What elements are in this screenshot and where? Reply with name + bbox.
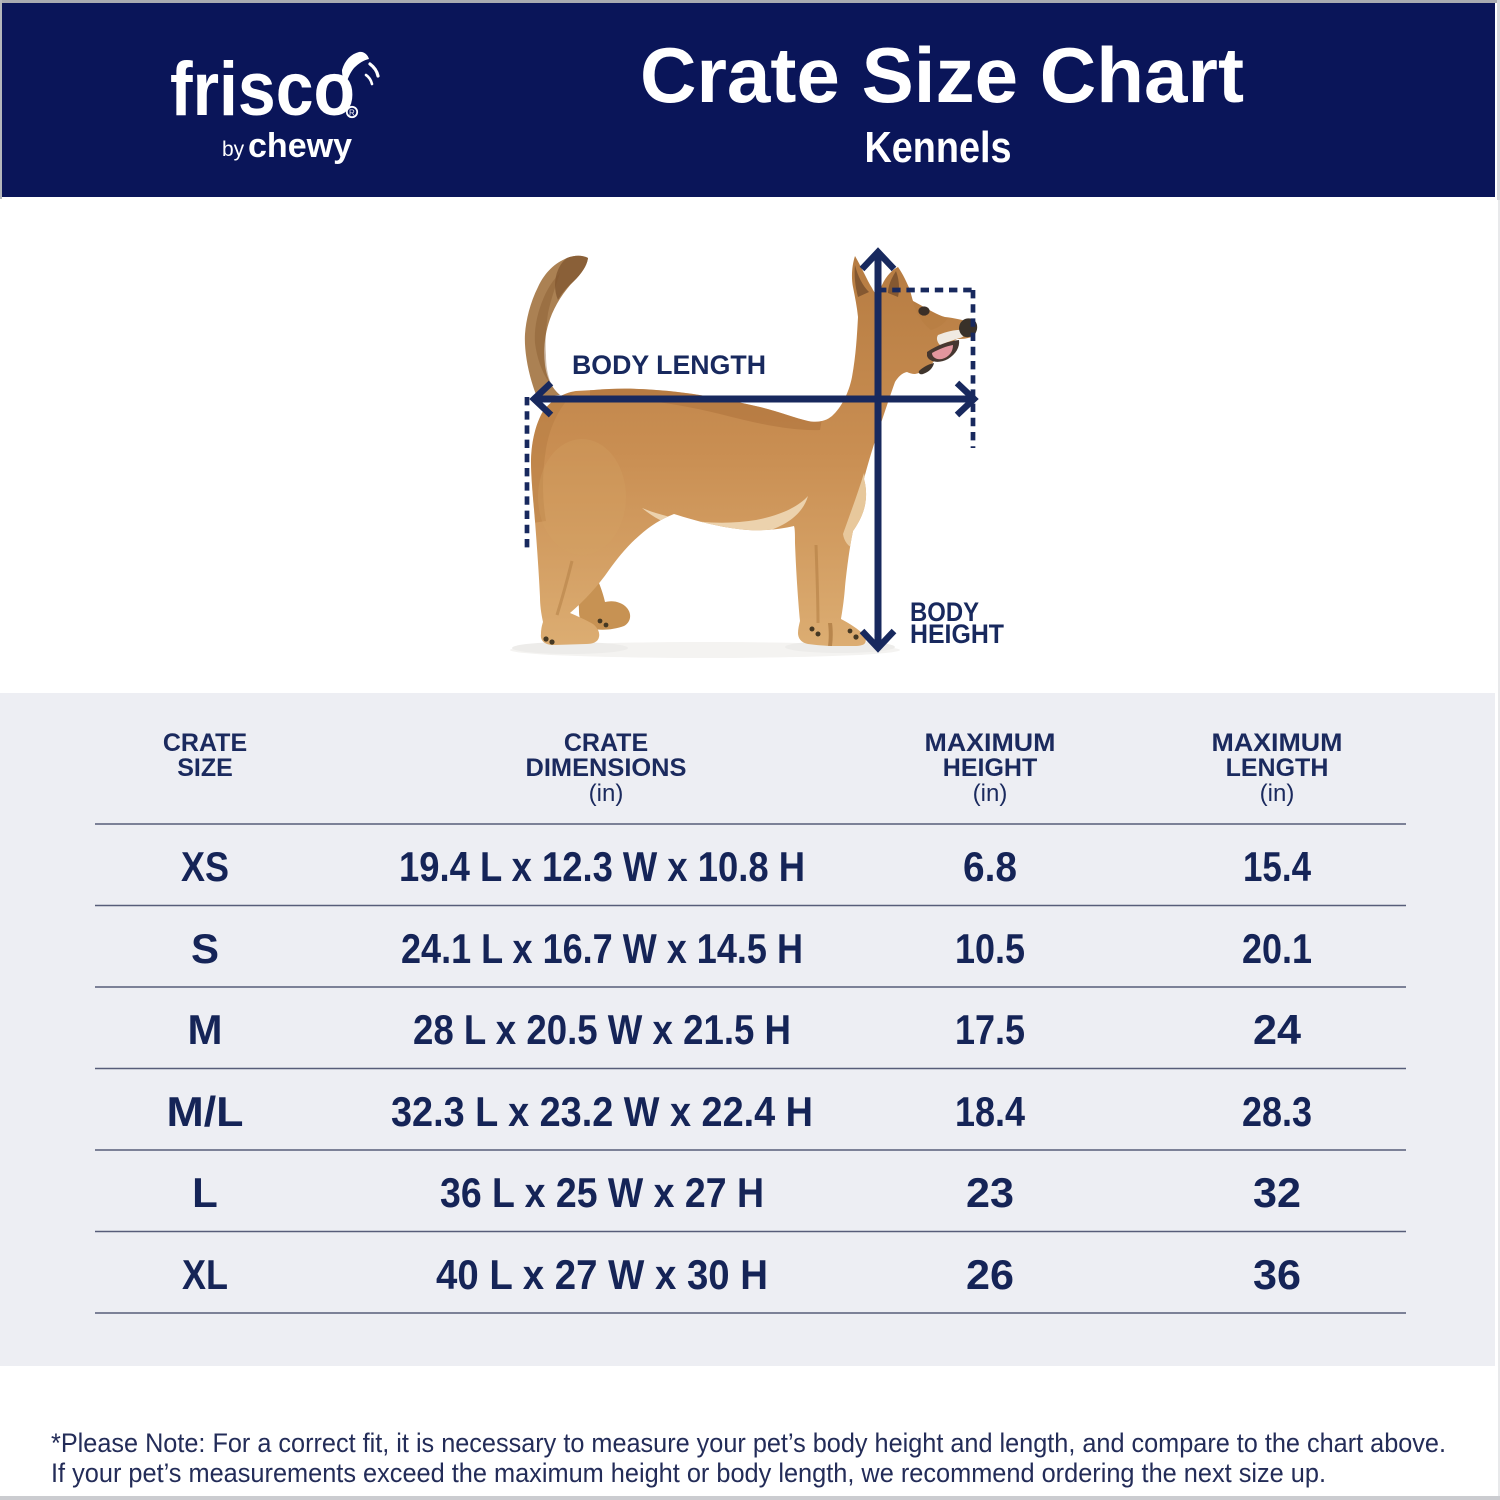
svg-text:HEIGHT: HEIGHT <box>943 754 1037 782</box>
svg-text:MAXIMUM: MAXIMUM <box>925 729 1056 757</box>
svg-text:by: by <box>222 138 245 161</box>
svg-text:SIZE: SIZE <box>177 754 233 782</box>
svg-text:chewy: chewy <box>248 127 352 165</box>
svg-text:24.1 L x 16.7 W x 14.5 H: 24.1 L x 16.7 W x 14.5 H <box>401 925 803 972</box>
svg-text:DIMENSIONS: DIMENSIONS <box>526 754 687 782</box>
svg-text:17.5: 17.5 <box>955 1006 1025 1053</box>
svg-text:26: 26 <box>966 1251 1014 1298</box>
svg-text:HEIGHT: HEIGHT <box>910 619 1004 649</box>
svg-text:BODY: BODY <box>910 597 979 627</box>
svg-text:32: 32 <box>1253 1169 1301 1216</box>
svg-text:36 L x 25 W x 27 H: 36 L x 25 W x 27 H <box>440 1169 764 1216</box>
svg-text:40 L x 27 W x 30 H: 40 L x 27 W x 30 H <box>436 1251 768 1298</box>
svg-text:L: L <box>192 1169 218 1216</box>
svg-text:28 L x 20.5 W x 21.5 H: 28 L x 20.5 W x 21.5 H <box>413 1006 791 1053</box>
svg-text:32.3 L x 23.2 W x 22.4 H: 32.3 L x 23.2 W x 22.4 H <box>391 1088 813 1135</box>
svg-text:19.4 L x 12.3 W x 10.8 H: 19.4 L x 12.3 W x 10.8 H <box>399 843 805 890</box>
svg-text:(in): (in) <box>589 780 624 807</box>
svg-text:CRATE: CRATE <box>564 729 648 757</box>
svg-text:M/L: M/L <box>167 1088 244 1135</box>
svg-text:*Please Note: For a correct fi: *Please Note: For a correct fit, it is n… <box>51 1428 1446 1458</box>
svg-text:BODY LENGTH: BODY LENGTH <box>572 350 766 380</box>
svg-text:15.4: 15.4 <box>1243 843 1312 890</box>
svg-text:Kennels: Kennels <box>865 123 1012 172</box>
svg-text:frisco: frisco <box>170 47 355 132</box>
svg-text:18.4: 18.4 <box>955 1088 1026 1135</box>
svg-text:R: R <box>349 109 355 118</box>
svg-text:36: 36 <box>1253 1251 1301 1298</box>
svg-text:XS: XS <box>181 843 229 890</box>
svg-text:Crate Size Chart: Crate Size Chart <box>640 31 1244 119</box>
svg-text:28.3: 28.3 <box>1242 1088 1312 1135</box>
svg-text:S: S <box>191 925 219 972</box>
svg-text:10.5: 10.5 <box>955 925 1025 972</box>
svg-text:XL: XL <box>182 1251 228 1298</box>
svg-text:LENGTH: LENGTH <box>1226 754 1329 782</box>
svg-text:(in): (in) <box>973 780 1008 807</box>
svg-text:M: M <box>188 1006 223 1053</box>
svg-text:CRATE: CRATE <box>163 729 247 757</box>
svg-text:MAXIMUM: MAXIMUM <box>1212 729 1343 757</box>
svg-text:6.8: 6.8 <box>963 843 1017 890</box>
svg-text:23: 23 <box>966 1169 1014 1216</box>
svg-text:(in): (in) <box>1260 780 1295 807</box>
svg-text:24: 24 <box>1253 1006 1302 1053</box>
svg-text:If your pet’s measurements exc: If your pet’s measurements exceed the ma… <box>51 1458 1326 1488</box>
svg-text:20.1: 20.1 <box>1242 925 1312 972</box>
